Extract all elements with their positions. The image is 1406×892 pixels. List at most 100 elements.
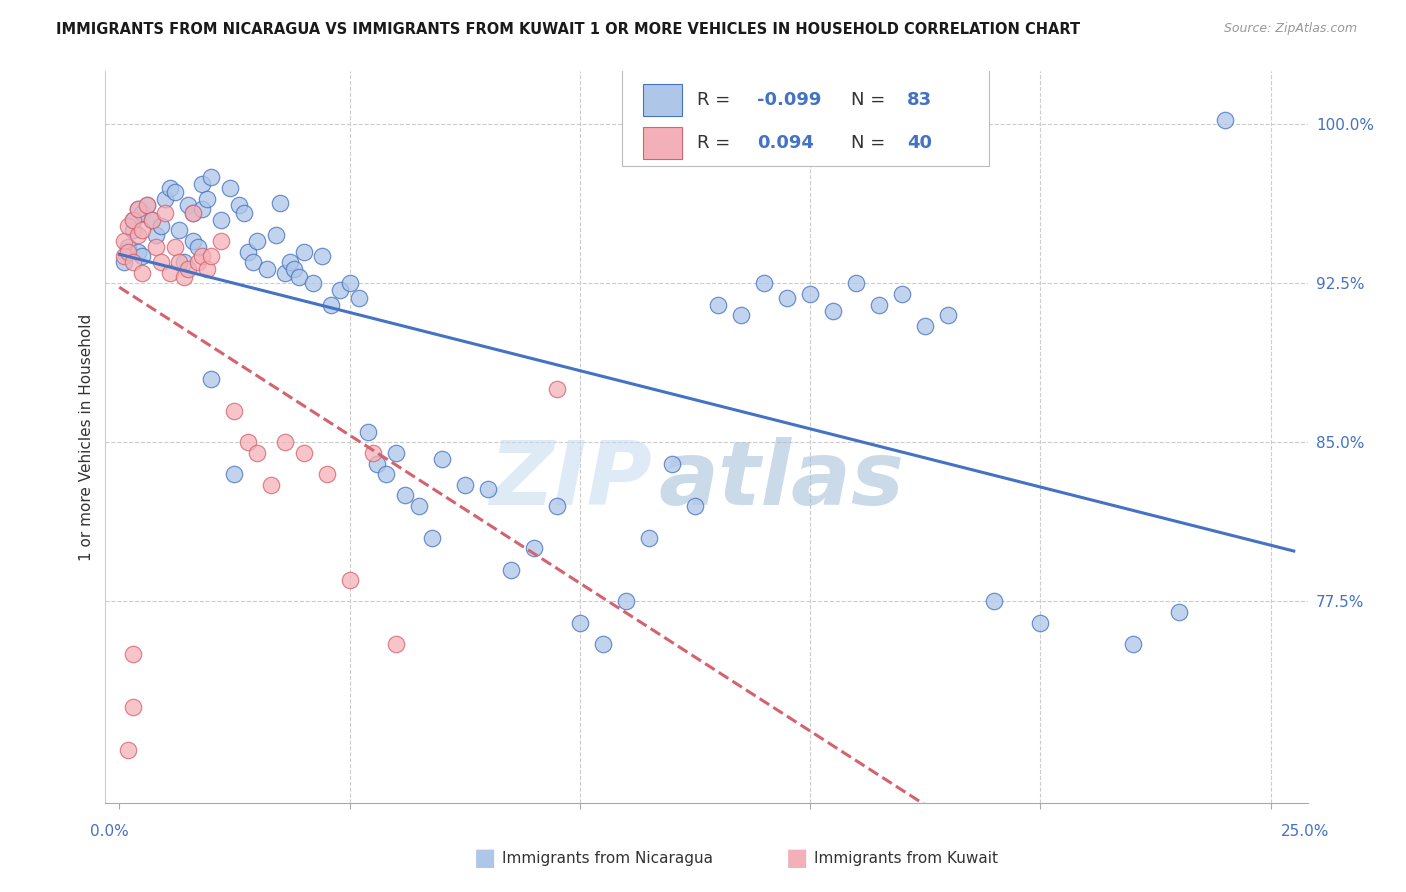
Point bbox=[311, 249, 333, 263]
Point bbox=[191, 202, 214, 216]
Text: 25.0%: 25.0% bbox=[1281, 824, 1329, 838]
Point bbox=[730, 308, 752, 322]
Point bbox=[112, 234, 135, 248]
Point bbox=[422, 531, 444, 545]
Point bbox=[288, 270, 311, 285]
Point bbox=[394, 488, 416, 502]
Point bbox=[131, 206, 153, 220]
Point bbox=[238, 435, 260, 450]
Point bbox=[195, 192, 218, 206]
Point bbox=[477, 482, 499, 496]
Text: R =: R = bbox=[697, 134, 741, 152]
Point bbox=[173, 255, 195, 269]
Point bbox=[131, 223, 153, 237]
Point bbox=[135, 198, 157, 212]
Point bbox=[546, 499, 568, 513]
Point bbox=[246, 446, 269, 460]
Point bbox=[141, 212, 163, 227]
Point bbox=[122, 223, 145, 237]
Point bbox=[592, 637, 614, 651]
Point bbox=[384, 637, 406, 651]
Point bbox=[1167, 605, 1189, 619]
Text: Source: ZipAtlas.com: Source: ZipAtlas.com bbox=[1223, 22, 1357, 36]
Point bbox=[329, 283, 352, 297]
FancyBboxPatch shape bbox=[623, 61, 988, 167]
Text: IMMIGRANTS FROM NICARAGUA VS IMMIGRANTS FROM KUWAIT 1 OR MORE VEHICLES IN HOUSEH: IMMIGRANTS FROM NICARAGUA VS IMMIGRANTS … bbox=[56, 22, 1080, 37]
Point bbox=[823, 304, 845, 318]
Point bbox=[117, 240, 139, 254]
Point bbox=[1122, 637, 1144, 651]
Point bbox=[232, 206, 254, 220]
Point bbox=[141, 212, 163, 227]
Point bbox=[200, 249, 222, 263]
Point bbox=[246, 234, 269, 248]
Point bbox=[321, 297, 343, 311]
Point bbox=[209, 212, 232, 227]
Point bbox=[122, 255, 145, 269]
Point bbox=[145, 240, 167, 254]
Point bbox=[127, 202, 149, 216]
Point bbox=[1029, 615, 1052, 630]
Point bbox=[292, 244, 315, 259]
Point bbox=[195, 261, 218, 276]
Point bbox=[167, 255, 190, 269]
Text: 0.0%: 0.0% bbox=[90, 824, 129, 838]
Point bbox=[131, 266, 153, 280]
Text: 83: 83 bbox=[907, 91, 932, 109]
FancyBboxPatch shape bbox=[643, 127, 682, 159]
Point bbox=[177, 198, 200, 212]
Point bbox=[891, 287, 914, 301]
Point bbox=[149, 219, 172, 234]
Point bbox=[112, 255, 135, 269]
Point bbox=[122, 700, 145, 714]
Point bbox=[242, 255, 264, 269]
Point bbox=[112, 249, 135, 263]
Text: Immigrants from Nicaragua: Immigrants from Nicaragua bbox=[502, 851, 713, 865]
Text: Immigrants from Kuwait: Immigrants from Kuwait bbox=[814, 851, 998, 865]
Point bbox=[135, 198, 157, 212]
Point bbox=[159, 266, 181, 280]
Point bbox=[357, 425, 380, 439]
Point bbox=[131, 249, 153, 263]
Point bbox=[117, 219, 139, 234]
Point bbox=[384, 446, 406, 460]
Point bbox=[430, 452, 453, 467]
FancyBboxPatch shape bbox=[643, 84, 682, 116]
Point bbox=[454, 477, 477, 491]
Text: atlas: atlas bbox=[658, 437, 904, 524]
Point bbox=[638, 531, 661, 545]
Point bbox=[200, 372, 222, 386]
Point bbox=[661, 457, 683, 471]
Point bbox=[914, 318, 936, 333]
Point bbox=[224, 467, 246, 482]
Point bbox=[163, 185, 186, 199]
Y-axis label: 1 or more Vehicles in Household: 1 or more Vehicles in Household bbox=[79, 313, 94, 561]
Point bbox=[187, 255, 209, 269]
Point bbox=[177, 261, 200, 276]
Point bbox=[155, 192, 177, 206]
Point bbox=[776, 291, 799, 305]
Point bbox=[209, 234, 232, 248]
Point bbox=[122, 212, 145, 227]
Point bbox=[347, 291, 370, 305]
Point bbox=[799, 287, 821, 301]
Point bbox=[159, 181, 181, 195]
Point bbox=[339, 573, 361, 587]
Point bbox=[614, 594, 637, 608]
Text: 0.094: 0.094 bbox=[756, 134, 814, 152]
Point bbox=[228, 198, 250, 212]
Point bbox=[568, 615, 591, 630]
Point bbox=[191, 249, 214, 263]
Point bbox=[127, 244, 149, 259]
Point bbox=[283, 261, 305, 276]
Point bbox=[200, 170, 222, 185]
Text: ■: ■ bbox=[786, 847, 808, 870]
Text: 40: 40 bbox=[907, 134, 932, 152]
Point bbox=[274, 435, 297, 450]
Point bbox=[155, 206, 177, 220]
Point bbox=[122, 648, 145, 662]
Text: N =: N = bbox=[851, 134, 891, 152]
Point bbox=[269, 195, 291, 210]
Point bbox=[499, 563, 522, 577]
Point bbox=[163, 240, 186, 254]
